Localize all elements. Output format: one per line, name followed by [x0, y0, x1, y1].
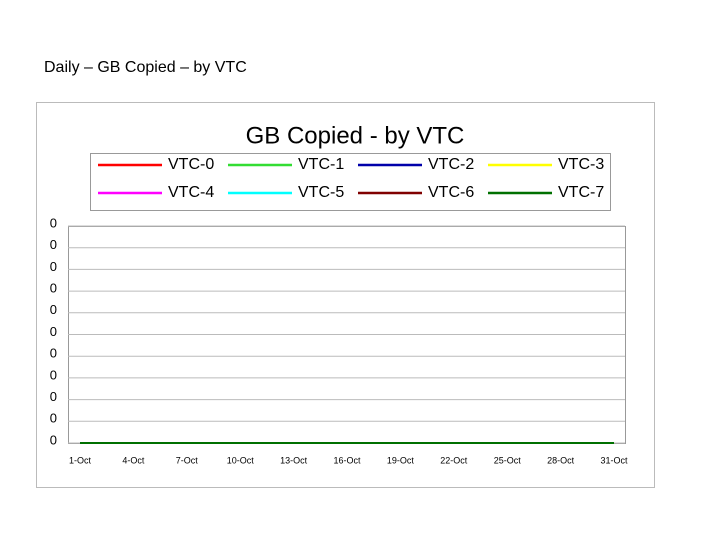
x-tick-label: 25-Oct — [494, 455, 522, 465]
x-tick-label: 28-Oct — [547, 455, 575, 465]
y-tick-label: 0 — [50, 324, 57, 339]
x-tick-label: 1-Oct — [69, 455, 92, 465]
legend-label: VTC-1 — [298, 156, 344, 173]
heading: Daily – GB Copied – by VTC — [44, 59, 247, 76]
x-tick-label: 10-Oct — [227, 455, 255, 465]
legend-label: VTC-0 — [168, 156, 214, 173]
y-tick-label: 0 — [50, 281, 57, 296]
y-tick-label: 0 — [50, 367, 57, 382]
legend-label: VTC-5 — [298, 184, 344, 201]
x-tick-label: 22-Oct — [440, 455, 468, 465]
legend-label: VTC-6 — [428, 184, 474, 201]
legend-label: VTC-4 — [168, 184, 214, 201]
y-tick-label: 0 — [50, 432, 57, 447]
legend — [90, 153, 611, 211]
x-tick-label: 16-Oct — [333, 455, 361, 465]
x-tick-label: 4-Oct — [122, 455, 145, 465]
y-tick-label: 0 — [50, 346, 57, 361]
y-tick-label: 0 — [50, 215, 57, 230]
legend-label: VTC-3 — [558, 156, 604, 173]
x-tick-label: 19-Oct — [387, 455, 415, 465]
y-tick-label: 0 — [50, 237, 57, 252]
x-tick-label: 7-Oct — [176, 455, 199, 465]
legend-label: VTC-7 — [558, 184, 604, 201]
x-tick-label: 13-Oct — [280, 455, 308, 465]
y-tick-label: 0 — [50, 389, 57, 404]
chart-title: GB Copied - by VTC — [246, 122, 465, 149]
x-tick-label: 31-Oct — [600, 455, 628, 465]
y-tick-label: 0 — [50, 259, 57, 274]
y-tick-label: 0 — [50, 302, 57, 317]
y-tick-label: 0 — [50, 411, 57, 426]
legend-label: VTC-2 — [428, 156, 474, 173]
